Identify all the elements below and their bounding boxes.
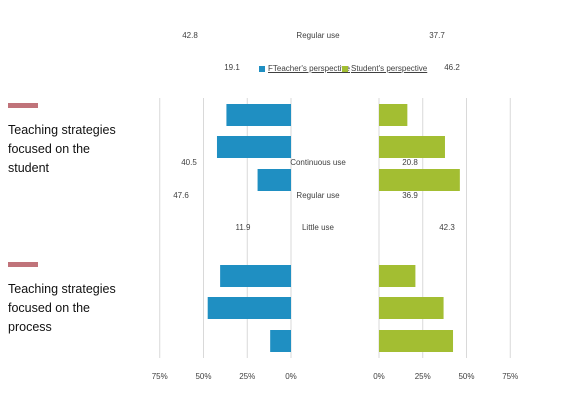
floating-label: Continuous use bbox=[290, 158, 346, 167]
floating-label: 20.8 bbox=[402, 158, 418, 167]
tick-label-left: 25% bbox=[239, 372, 255, 381]
bar-student bbox=[379, 136, 445, 158]
group-marker-student bbox=[8, 103, 38, 108]
tick-label-left: 0% bbox=[285, 372, 297, 381]
legend-teacher: FTeacher's perspective bbox=[259, 64, 350, 73]
tick-label-left: 75% bbox=[152, 372, 168, 381]
bar-teacher bbox=[226, 104, 291, 126]
bar-student bbox=[379, 297, 444, 319]
floating-label: 11.9 bbox=[236, 223, 252, 232]
group-label-student: Teaching strategies focused on the stude… bbox=[8, 123, 116, 175]
legend-student-label: Student's perspective bbox=[351, 64, 428, 73]
bars bbox=[207, 104, 460, 352]
tick-label-right: 25% bbox=[415, 372, 431, 381]
floating-label: 36.9 bbox=[402, 191, 418, 200]
floating-label: Little use bbox=[302, 223, 335, 232]
tick-label-left: 50% bbox=[195, 372, 211, 381]
bar-teacher bbox=[207, 297, 291, 319]
floating-label: 42.3 bbox=[439, 223, 455, 232]
bar-student bbox=[379, 265, 416, 287]
bar-teacher bbox=[270, 330, 291, 352]
bar-student bbox=[379, 169, 460, 191]
floating-label: 19.1 bbox=[224, 63, 240, 72]
bar-teacher bbox=[257, 169, 291, 191]
bar-student bbox=[379, 330, 454, 352]
floating-label: 47.6 bbox=[173, 191, 189, 200]
tick-label-right: 50% bbox=[458, 372, 474, 381]
floating-label: 40.5 bbox=[181, 158, 197, 167]
tick-label-right: 75% bbox=[502, 372, 518, 381]
bar-teacher bbox=[220, 265, 291, 287]
legend-student-swatch bbox=[342, 65, 348, 72]
legend-teacher-label: FTeacher's perspective bbox=[268, 64, 351, 73]
tick-label-right: 0% bbox=[373, 372, 385, 381]
bar-student bbox=[379, 104, 408, 126]
legend-student: Student's perspective bbox=[342, 64, 427, 73]
axis-ticks: 75% 50% 25% 0% 0% 25% 50% 75% bbox=[152, 372, 519, 381]
floating-label: 42.8 bbox=[182, 31, 198, 40]
group-label-process: Teaching strategies focused on the proce… bbox=[8, 282, 116, 334]
floating-label: Regular use bbox=[296, 191, 340, 200]
group-marker-process bbox=[8, 262, 38, 267]
bar-teacher bbox=[216, 136, 291, 158]
floating-labels: 42.8 Regular use 37.7 19.1 46.2 40.5 Continuou… bbox=[173, 31, 460, 232]
floating-label: 37.7 bbox=[429, 31, 445, 40]
floating-label: 46.2 bbox=[444, 63, 460, 72]
legend-teacher-swatch bbox=[259, 65, 265, 72]
floating-label: Regular use bbox=[296, 31, 340, 40]
